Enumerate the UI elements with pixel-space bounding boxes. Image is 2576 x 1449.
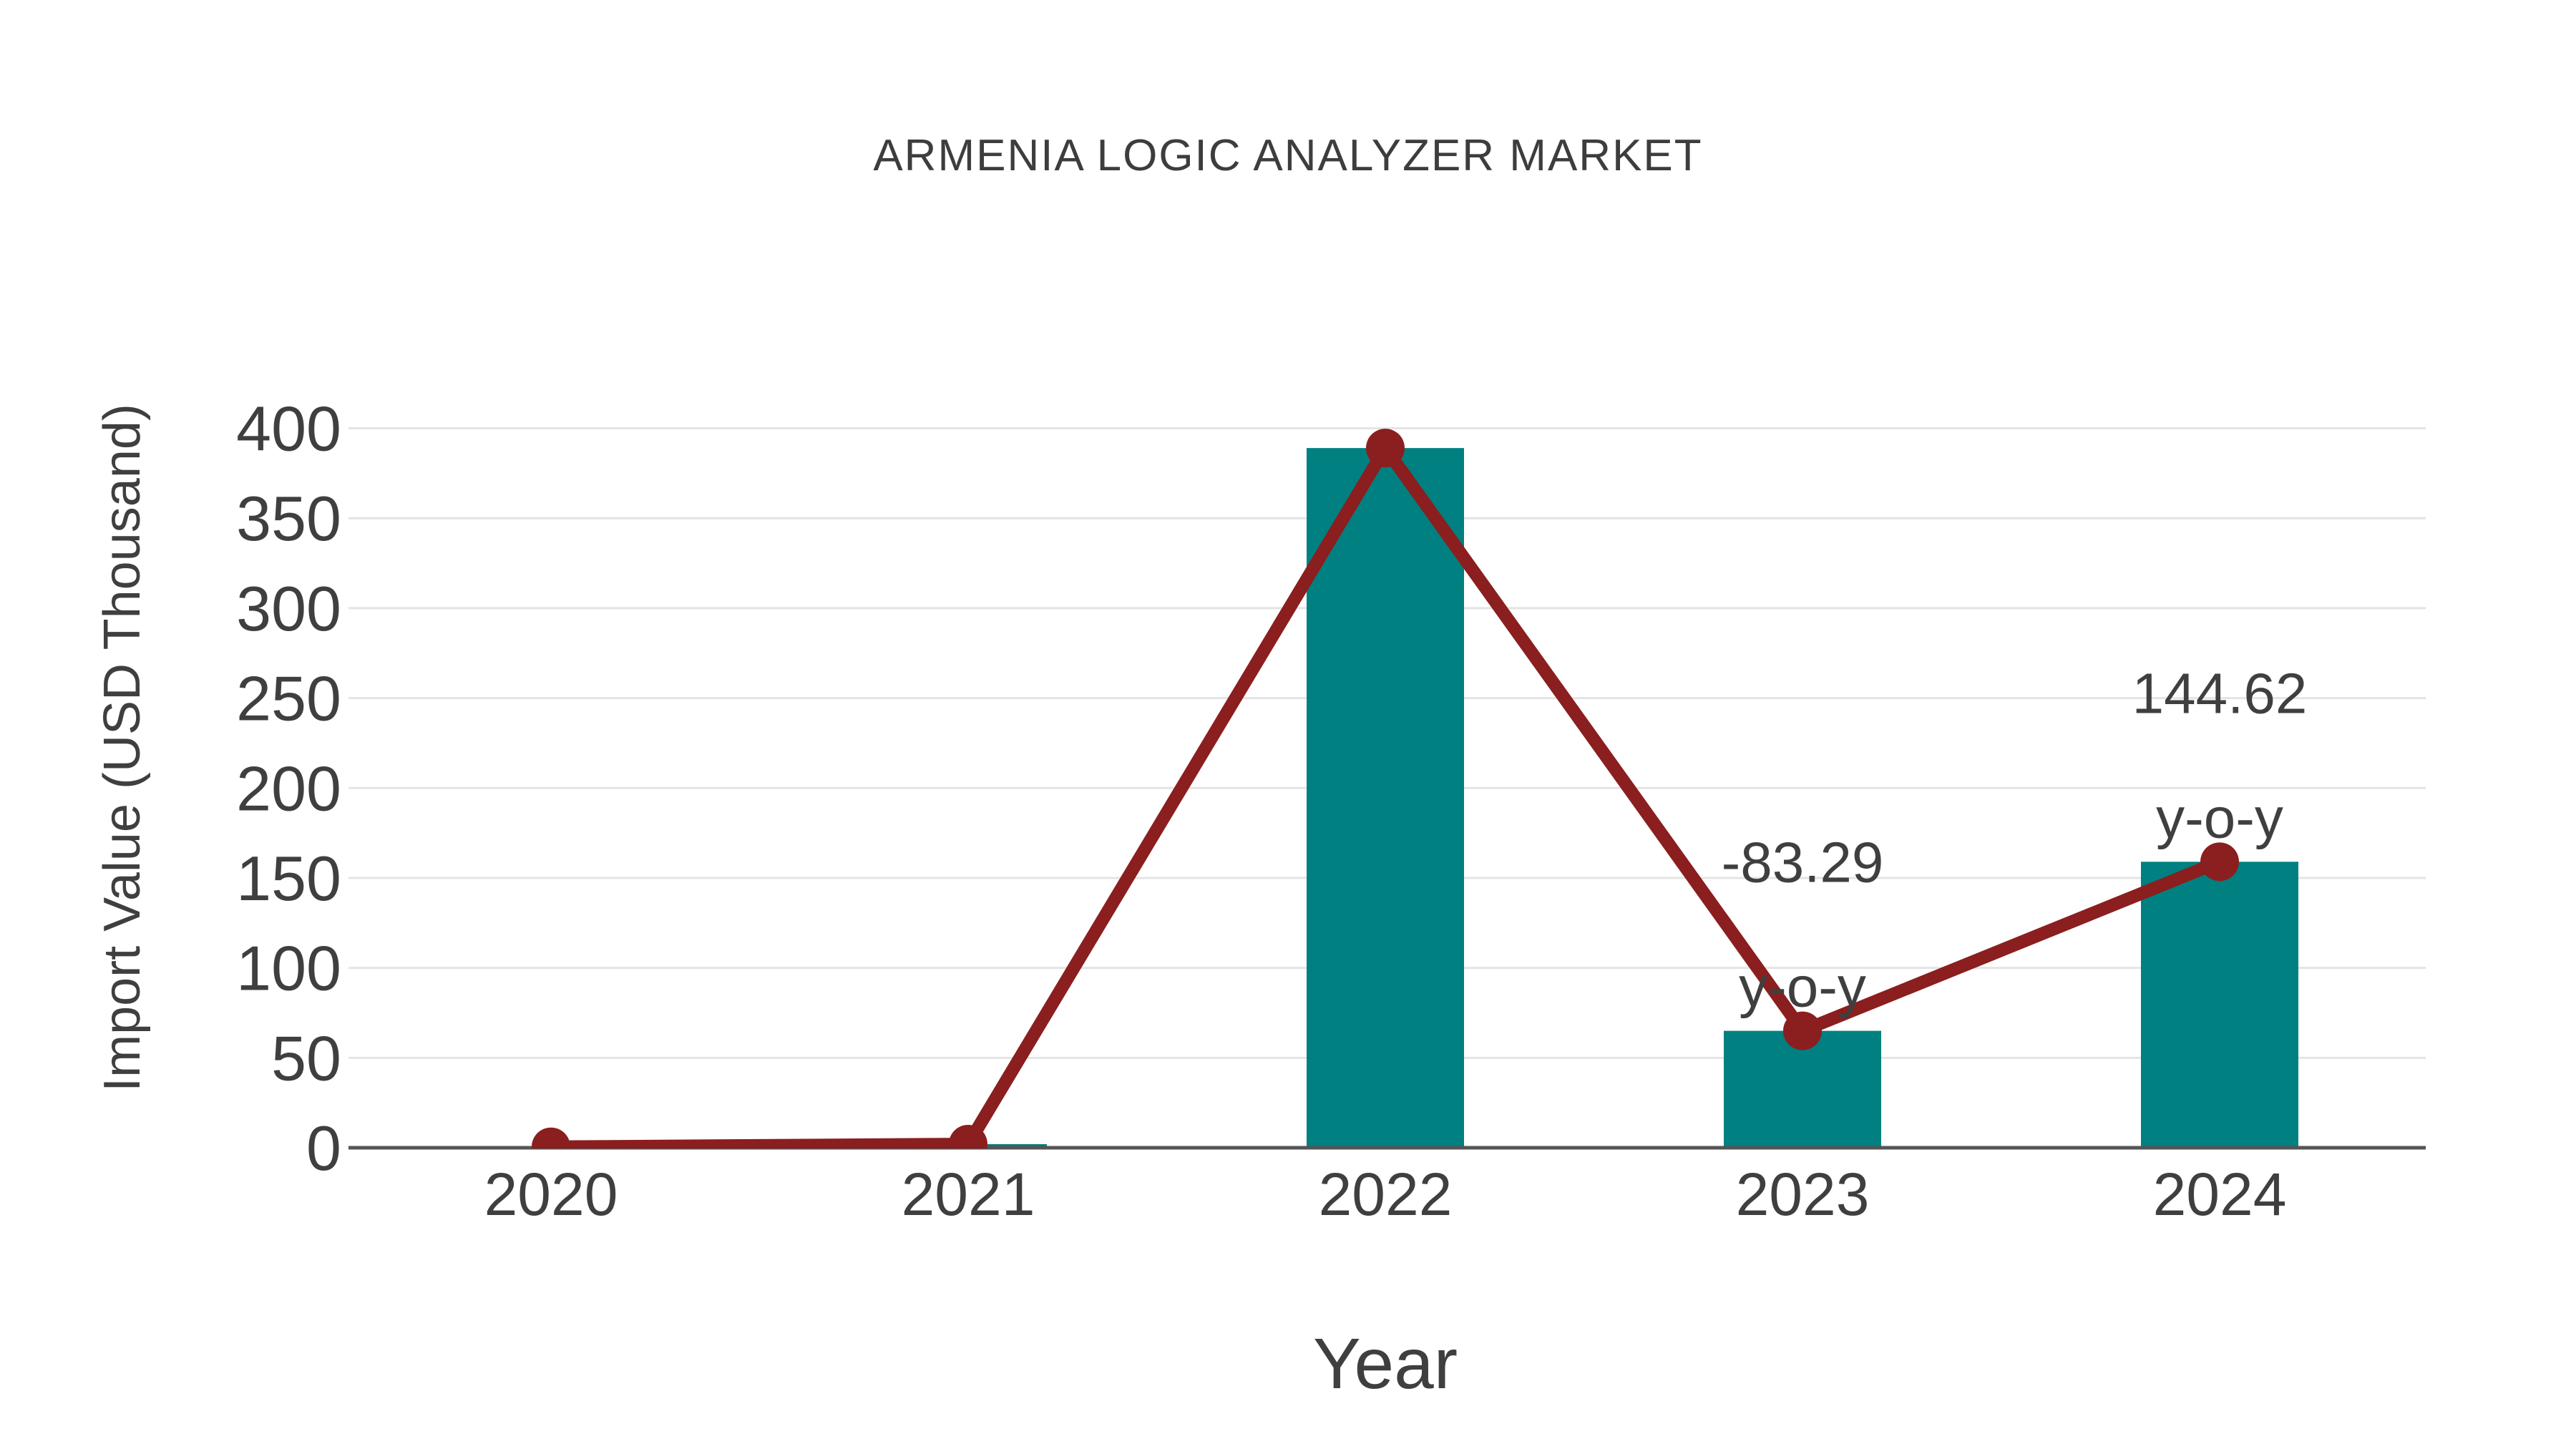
y-tick-label-250: 250 [236, 663, 341, 734]
y-axis-tick-labels: 0 50 100 150 200 250 300 350 400 [236, 394, 341, 1184]
y-tick-label-0: 0 [306, 1113, 341, 1184]
trend-marker-2024 [2200, 842, 2239, 882]
x-axis-label: Year [1313, 1324, 1458, 1404]
trend-marker-2023 [1783, 1011, 1822, 1050]
annotations: -83.29 y-o-y 144.62 y-o-y [1722, 661, 2308, 1018]
bar-2022 [1307, 448, 1464, 1148]
annotation-2024-line2: y-o-y [2156, 786, 2283, 849]
y-tick-label-200: 200 [236, 753, 341, 824]
y-tick-label-50: 50 [271, 1023, 341, 1093]
bar-2023 [1724, 1030, 1881, 1148]
trend-marker-2021 [949, 1124, 987, 1148]
x-tick-label-2020: 2020 [484, 1161, 618, 1228]
bar-2024 [2141, 862, 2298, 1148]
bar-series [472, 448, 2298, 1148]
trend-marker-2020 [532, 1127, 570, 1148]
y-tick-label-400: 400 [236, 394, 341, 464]
annotation-2023-line1: -83.29 [1722, 831, 1884, 894]
y-tick-label-100: 100 [236, 933, 341, 1004]
trend-line-series [532, 429, 2239, 1148]
chart-title: ARMENIA LOGIC ANALYZER MARKET [873, 131, 1702, 180]
x-tick-label-2021: 2021 [902, 1161, 1035, 1228]
x-axis-tick-labels: 2020 2021 2022 2023 2024 [484, 1161, 2287, 1228]
y-tick-label-150: 150 [236, 843, 341, 914]
y-tick-label-300: 300 [236, 573, 341, 644]
annotation-2023-line2: y-o-y [1739, 955, 1866, 1019]
x-tick-label-2022: 2022 [1319, 1161, 1453, 1228]
y-axis-label: Import Value (USD Thousand) [94, 404, 151, 1092]
x-tick-label-2024: 2024 [2153, 1161, 2287, 1228]
annotation-2024-line1: 144.62 [2132, 661, 2308, 725]
trend-marker-2022 [1366, 429, 1405, 468]
y-tick-label-350: 350 [236, 483, 341, 554]
x-tick-label-2023: 2023 [1736, 1161, 1870, 1228]
